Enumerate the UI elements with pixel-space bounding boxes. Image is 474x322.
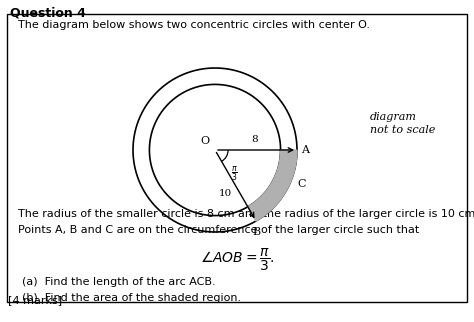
Text: Points A, B and C are on the circumference of the larger circle such that: Points A, B and C are on the circumferen… xyxy=(18,225,419,235)
Polygon shape xyxy=(248,150,297,221)
Text: B: B xyxy=(252,227,260,237)
Text: $\angle AOB = \dfrac{\pi}{3}.$: $\angle AOB = \dfrac{\pi}{3}.$ xyxy=(200,247,274,273)
Text: Question 4: Question 4 xyxy=(10,6,86,19)
Text: The diagram below shows two concentric circles with center O.: The diagram below shows two concentric c… xyxy=(18,20,370,30)
Bar xyxy=(7,14,467,302)
Text: not to scale: not to scale xyxy=(370,125,436,135)
Text: O: O xyxy=(200,136,209,146)
Text: (a)  Find the length of the arc ACB.: (a) Find the length of the arc ACB. xyxy=(22,277,216,287)
Text: The radius of the smaller circle is 8 cm and the radius of the larger circle is : The radius of the smaller circle is 8 cm… xyxy=(18,209,474,219)
Text: diagram: diagram xyxy=(370,112,417,122)
Text: 10: 10 xyxy=(219,189,232,198)
Text: (b)  Find the area of the shaded region.: (b) Find the area of the shaded region. xyxy=(22,293,241,303)
Text: 8: 8 xyxy=(251,135,258,144)
Text: C: C xyxy=(297,179,306,189)
Text: $\frac{\pi}{3}$: $\frac{\pi}{3}$ xyxy=(231,164,238,183)
Text: [4 marks]: [4 marks] xyxy=(8,295,62,305)
Text: A: A xyxy=(301,145,309,155)
